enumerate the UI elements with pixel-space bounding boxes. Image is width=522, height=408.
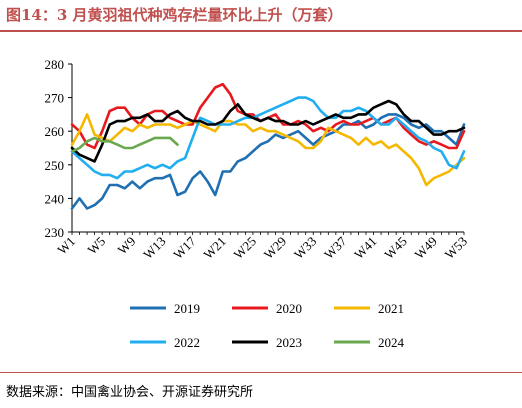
- series-line-2023: [70, 99, 466, 163]
- series-line-2022: [70, 96, 466, 180]
- x-tick-label: W17: [170, 233, 199, 262]
- x-tick-label: W21: [200, 234, 228, 262]
- y-tick-label: 270: [45, 91, 65, 106]
- y-tick-label: 280: [45, 57, 65, 72]
- figure-title: 图14：3 月黄羽祖代种鸡存栏量环比上升（万套）: [6, 6, 343, 24]
- x-tick-label: W25: [231, 234, 259, 262]
- footer-divider: [0, 372, 522, 373]
- x-tick-label: W49: [411, 234, 439, 262]
- legend-label-2020: 2020: [276, 301, 302, 316]
- series-line-2021: [70, 113, 466, 187]
- x-tick-label: W33: [291, 234, 319, 262]
- y-tick-label: 230: [45, 225, 65, 240]
- legend-label-2021: 2021: [378, 301, 404, 316]
- chart-legend: 2019 2020 2021 2022 2023 2024: [130, 301, 405, 350]
- legend-label-2019: 2019: [174, 301, 200, 316]
- x-tick-label: W5: [84, 234, 108, 258]
- y-tick-label: 240: [45, 191, 65, 206]
- x-tick-label: W37: [321, 233, 350, 262]
- legend-label-2024: 2024: [378, 335, 405, 350]
- chart-lines: [70, 82, 466, 210]
- x-tick-label: W45: [381, 234, 409, 262]
- y-tick-label: 260: [45, 124, 65, 139]
- x-tick-label: W41: [351, 234, 379, 262]
- data-source: 数据来源：中国禽业协会、开源证券研究所: [6, 385, 254, 400]
- x-tick-label: W29: [261, 234, 289, 262]
- legend-label-2022: 2022: [174, 335, 200, 350]
- x-tick-label: W53: [442, 234, 470, 262]
- y-tick-label: 250: [45, 158, 65, 173]
- title-divider: [0, 30, 522, 32]
- series-line-2019: [70, 113, 466, 210]
- legend-label-2023: 2023: [276, 335, 302, 350]
- x-tick-label: W9: [115, 234, 139, 258]
- series-line-2024: [70, 136, 179, 153]
- x-tick-label: W13: [140, 234, 168, 262]
